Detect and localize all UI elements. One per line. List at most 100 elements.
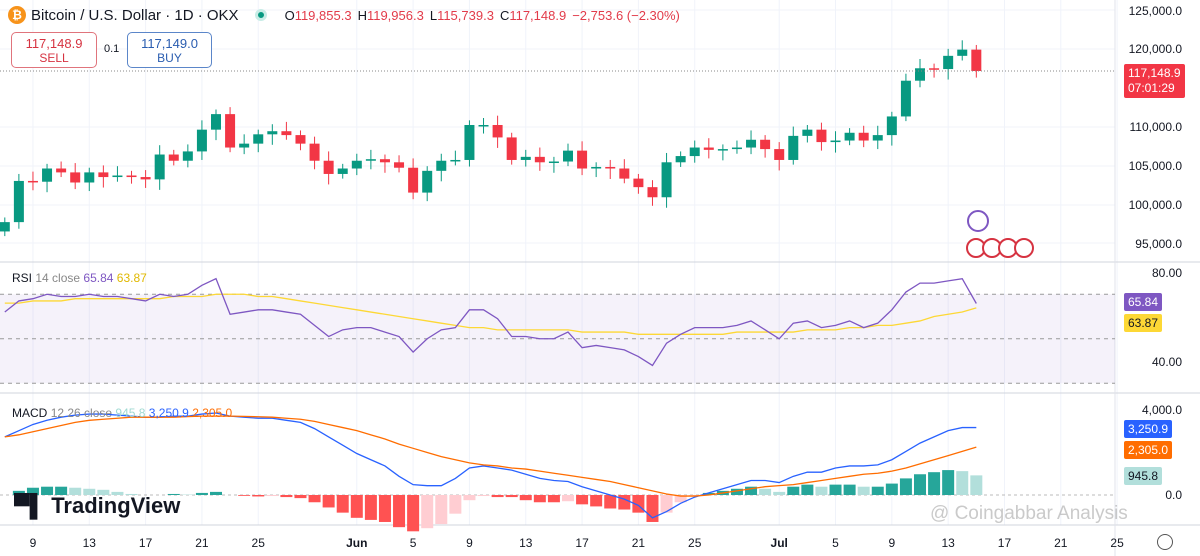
rsi-tick: 40.00 [1151, 355, 1182, 369]
rsi-line [4, 277, 977, 367]
candle [774, 149, 785, 160]
macd-histogram-bar [26, 487, 39, 495]
macd-histogram-bar [210, 491, 222, 495]
macd-histogram-bar [12, 490, 25, 495]
candle [98, 172, 109, 178]
time-tick: 9 [888, 536, 896, 550]
candle [379, 159, 390, 163]
candle [295, 135, 306, 144]
macd-label: MACD [12, 406, 48, 420]
macd-histogram-bar [660, 495, 673, 513]
rsi-params: 14 close [35, 271, 81, 285]
candle [267, 131, 278, 135]
macd-histogram-bar [956, 471, 969, 495]
macd-histogram-bar [378, 495, 391, 522]
macd-histogram-bar [336, 495, 349, 513]
candle [211, 114, 221, 130]
macd-histogram-bar [829, 484, 842, 495]
macd-histogram-bar [801, 484, 814, 495]
macd-value-tag: 3,250.9 [1124, 420, 1173, 438]
candle [225, 114, 236, 148]
rsi-value: 65.84 [83, 271, 114, 285]
macd-histogram-bar [914, 474, 926, 495]
candle [126, 175, 137, 178]
candle [323, 160, 334, 174]
flash-event-icon [967, 210, 989, 232]
rsi-legend[interactable]: RSI 14 close 65.84 63.87 [12, 271, 147, 285]
candle [520, 156, 531, 160]
candle [436, 160, 447, 171]
rsi-tick: 80.00 [1151, 266, 1182, 280]
macd-histogram-bar [674, 495, 687, 503]
rsi-label: RSI [12, 271, 33, 285]
candle [337, 168, 348, 174]
hist-value-tag: 945.8 [1124, 467, 1163, 485]
candle [42, 168, 53, 182]
macd-histogram-bar [618, 495, 631, 510]
candle [802, 129, 813, 136]
macd-histogram-bar [421, 495, 434, 529]
macd-value: 3,250.9 [148, 406, 189, 420]
time-tick: 17 [138, 536, 153, 550]
macd-histogram-bar [463, 495, 476, 501]
candle [816, 129, 827, 143]
macd-histogram-bar [111, 491, 124, 495]
candle [548, 161, 559, 164]
candle [844, 132, 855, 141]
macd-histogram-bar [730, 488, 743, 495]
macd-histogram-bar [83, 488, 96, 495]
macd-histogram-bar [942, 470, 955, 495]
candle [957, 49, 968, 56]
macd-hist-value: 945.8 [115, 406, 146, 420]
candle [788, 135, 799, 160]
sell-button[interactable]: 117,148.9 SELL [11, 32, 97, 68]
symbol-title[interactable]: Bitcoin / U.S. Dollar · 1D · OKX [31, 6, 239, 24]
candle [0, 222, 10, 232]
candle [196, 129, 207, 152]
buy-button[interactable]: 117,149.0 BUY [127, 32, 212, 68]
candle [717, 149, 728, 151]
symbol-header: ₿ Bitcoin / U.S. Dollar · 1D · OKX O119,… [8, 6, 686, 24]
candle [422, 170, 433, 193]
macd-histogram-bar [266, 495, 279, 497]
macd-histogram-bar [294, 495, 307, 499]
macd-histogram-bar [97, 489, 110, 495]
time-tick: 9 [29, 536, 37, 550]
macd-histogram-bar [970, 475, 983, 495]
last-price-tag: 117,148.9 07:01:29 [1124, 64, 1185, 98]
macd-histogram-bar [407, 495, 420, 532]
macd-histogram-bar [745, 486, 758, 495]
macd-histogram-bar [787, 486, 800, 495]
candle [464, 124, 475, 160]
candle [253, 134, 264, 144]
macd-histogram-bar [364, 495, 377, 520]
candle [182, 151, 193, 161]
signal-line [4, 415, 977, 497]
macd-histogram-bar [252, 495, 265, 497]
macd-histogram-bar [885, 483, 898, 495]
time-tick: 13 [941, 536, 955, 550]
macd-histogram-bar [899, 478, 912, 495]
candle [112, 175, 123, 178]
candle [563, 150, 573, 162]
rsi-ma-value: 63.87 [116, 271, 147, 285]
us-flag-event-icon [1014, 238, 1034, 258]
macd-histogram-bar [125, 493, 138, 495]
ohlc-low: L115,739.3 [429, 7, 494, 23]
candle [309, 143, 320, 161]
candle [408, 167, 419, 193]
macd-legend[interactable]: MACD 12 26 close 945.8 3,250.9 2,305.0 [12, 406, 232, 420]
macd-histogram-bar [449, 495, 462, 514]
candle [731, 147, 742, 150]
macd-histogram-bar [773, 491, 786, 495]
time-tick: 17 [997, 536, 1012, 550]
candle [168, 154, 179, 161]
candle [943, 55, 954, 70]
time-tick: Jun [346, 536, 368, 550]
time-tick: Jul [770, 536, 788, 550]
settings-gear-icon[interactable] [1157, 534, 1173, 550]
macd-signal-value: 2,305.0 [192, 406, 233, 420]
macd-histogram-bar [477, 495, 490, 497]
price-tick: 105,000.0 [1128, 159, 1182, 173]
